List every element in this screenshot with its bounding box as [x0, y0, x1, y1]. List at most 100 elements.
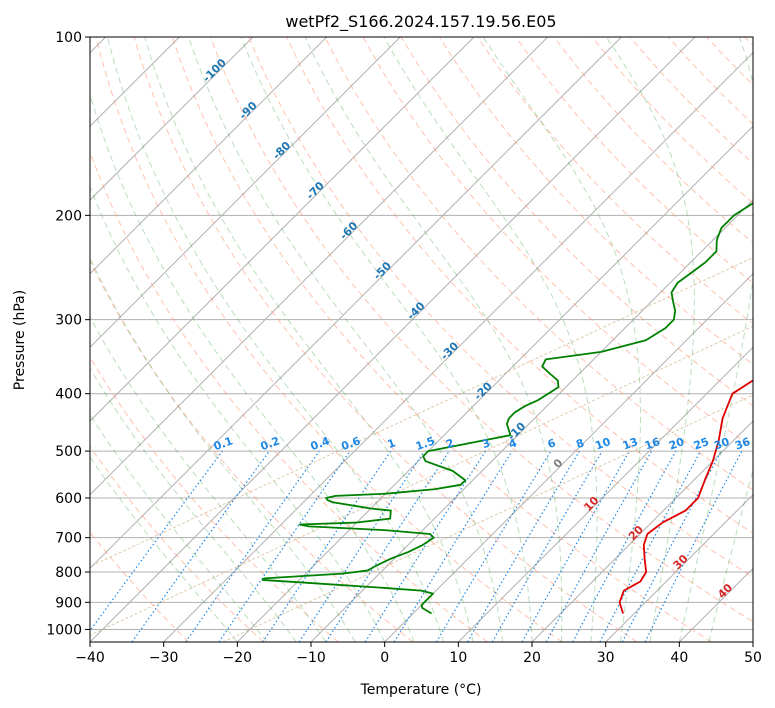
- mixing-ratio-line: [90, 450, 223, 632]
- mixing-ratio-line: [572, 450, 677, 642]
- x-tick-label: 20: [523, 650, 541, 666]
- dry-adiabat: [362, 37, 753, 449]
- mixing-ratio-line: [185, 450, 320, 642]
- isotherm-gridline: [236, 125, 753, 642]
- moist-adiabat: [107, 37, 445, 642]
- isotherm-gridline: [90, 37, 475, 422]
- mixing-ratio-line: [218, 450, 351, 642]
- mixing-ratio-label: 16: [643, 435, 662, 453]
- isotherm-gridline: [531, 420, 753, 642]
- temperature-profile-line: [618, 379, 753, 614]
- moist-adiabat: [304, 37, 563, 642]
- mixing-ratio-label: 1.5: [414, 434, 437, 453]
- moist-adiabat: [708, 468, 753, 642]
- isotherm-gridline: [384, 272, 753, 642]
- y-tick-label: 700: [55, 531, 82, 547]
- x-tick-label: 0: [380, 650, 389, 666]
- mixing-ratio-line: [466, 450, 580, 642]
- isotherm-gridline: [90, 37, 622, 570]
- mixing-ratio-label: 36: [733, 435, 752, 453]
- x-tick-label: −30: [149, 650, 179, 666]
- isotherm-gridline: [90, 37, 328, 275]
- mixing-ratio-label: 1: [386, 436, 398, 451]
- x-axis-title: Temperature (°C): [360, 682, 482, 698]
- mixing-ratio-label: 0.6: [340, 434, 363, 453]
- dry-adiabat: [629, 37, 753, 165]
- x-tick-label: −40: [75, 650, 105, 666]
- y-tick-label: 100: [55, 30, 82, 46]
- chart-title: wetPf2_S166.2024.157.19.56.E05: [285, 12, 556, 32]
- y-tick-label: 600: [55, 491, 82, 507]
- x-tick-label: −20: [223, 650, 253, 666]
- moist-adiabat: [482, 37, 641, 642]
- isotherm-gridline: [605, 493, 753, 642]
- background-lines: [90, 37, 753, 642]
- mixing-ratio-label: 0.4: [309, 434, 332, 453]
- mixing-ratio-line: [545, 450, 653, 642]
- x-tick-label: 30: [597, 650, 615, 666]
- y-axis-title: Pressure (hPa): [12, 290, 28, 390]
- y-tick-label: 200: [55, 208, 82, 224]
- isotherm-gridline: [90, 37, 696, 642]
- moist-adiabat: [188, 37, 504, 642]
- moist-adiabat: [678, 37, 753, 642]
- dry-adiabat: [324, 37, 753, 491]
- isotherm-gridline: [163, 51, 753, 642]
- y-tick-label: 500: [55, 444, 82, 460]
- moist-adiabat: [605, 37, 695, 642]
- mixing-ratio-label: 4: [507, 436, 519, 451]
- mixing-ratio-label: 30: [712, 435, 731, 453]
- reference-curve: [90, 325, 753, 636]
- y-tick-label: 1000: [46, 622, 82, 638]
- mixing-ratio-line: [393, 450, 513, 642]
- dry-adiabat: [90, 259, 414, 642]
- mixing-ratio-label: 2: [444, 436, 456, 451]
- moist-adiabat: [90, 185, 386, 642]
- dry-adiabat: [90, 445, 264, 642]
- isotherm-gridline: [90, 37, 401, 349]
- moist-adiabat: [144, 37, 474, 642]
- profile-lines: [261, 202, 753, 615]
- x-tick-label: 10: [449, 650, 467, 666]
- mixing-ratio-line: [131, 450, 270, 642]
- mixing-ratio-line: [521, 450, 631, 642]
- plot-frame: [89, 36, 754, 643]
- mixing-ratio-label: 20: [667, 435, 686, 453]
- dewpoint-profile-line: [261, 202, 753, 615]
- dry-adiabat: [210, 37, 753, 623]
- mixing-ratio-line: [325, 450, 450, 642]
- y-tick-label: 900: [55, 595, 82, 611]
- dry-adiabat: [171, 37, 712, 642]
- moist-adiabat: [90, 256, 356, 642]
- y-tick-label: 300: [55, 313, 82, 329]
- y-axis: 100 200 300 400 500 600 700 800 900 1000: [46, 30, 90, 638]
- mixing-ratio-label: 13: [621, 435, 640, 452]
- mixing-ratio-label: 3: [480, 436, 492, 451]
- dry-adiabat: [248, 37, 753, 578]
- moist-adiabat: [383, 37, 598, 642]
- mixing-ratio-label: 6: [546, 436, 558, 451]
- mixing-ratio-label: 10: [593, 435, 612, 453]
- isoline-labels: 0.1 0.2 0.4 0.6 1 1.5 2 3 4 6 8 10 13 16 20 25 30 36-100-…: [200, 56, 752, 601]
- mixing-ratio-line: [435, 450, 552, 642]
- x-tick-label: 50: [744, 650, 762, 666]
- dry-adiabat: [400, 37, 753, 407]
- mixing-ratio-line: [364, 450, 486, 642]
- mixing-ratio-label: 8: [574, 436, 586, 451]
- mixing-ratio-label: 25: [692, 435, 711, 452]
- dry-adiabat: [95, 37, 563, 642]
- moist-adiabat: [90, 92, 415, 642]
- moist-adiabat: [90, 456, 238, 642]
- x-tick-label: −10: [296, 650, 326, 666]
- mixing-ratio-label: 0.2: [259, 434, 282, 453]
- mixing-ratio-line: [491, 450, 603, 642]
- x-axis: −40 −30 −20 −10 0 10 20 30 40 50: [75, 642, 762, 666]
- isotherm-gridline: [90, 37, 549, 496]
- mixing-ratio-label: 0.1: [212, 434, 235, 453]
- moist-adiabat: [240, 37, 533, 642]
- y-tick-label: 800: [55, 565, 82, 581]
- dry-adiabat: [477, 37, 753, 325]
- isotherm-gridline: [457, 346, 753, 642]
